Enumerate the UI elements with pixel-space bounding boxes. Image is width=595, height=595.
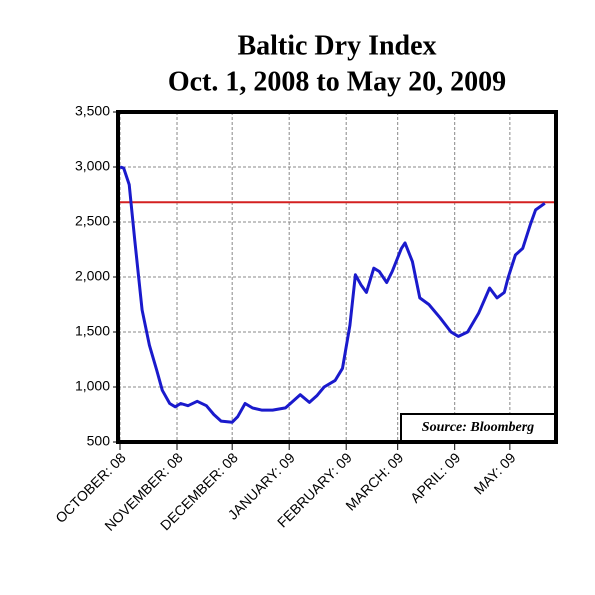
plot-frame (116, 110, 558, 444)
y-tick-label: 1,000 (75, 378, 110, 394)
data-line (119, 165, 546, 424)
chart-subtitle: Oct. 1, 2008 to May 20, 2009 (168, 66, 506, 97)
y-tick-label: 3,000 (75, 158, 110, 174)
chart-title: Baltic Dry Index (237, 30, 436, 61)
source-box (400, 413, 557, 443)
y-tick-label: 1,500 (75, 323, 110, 339)
x-tick-label: MAY: 09 (471, 449, 519, 497)
x-tick-label: APRIL: 09 (407, 449, 464, 506)
source-note: Source: Bloomberg (422, 420, 534, 435)
y-tick-label: 500 (87, 433, 111, 449)
y-tick-label: 2,000 (75, 268, 110, 284)
y-tick-label: 2,500 (75, 213, 110, 229)
y-tick-label: 3,500 (75, 103, 110, 119)
